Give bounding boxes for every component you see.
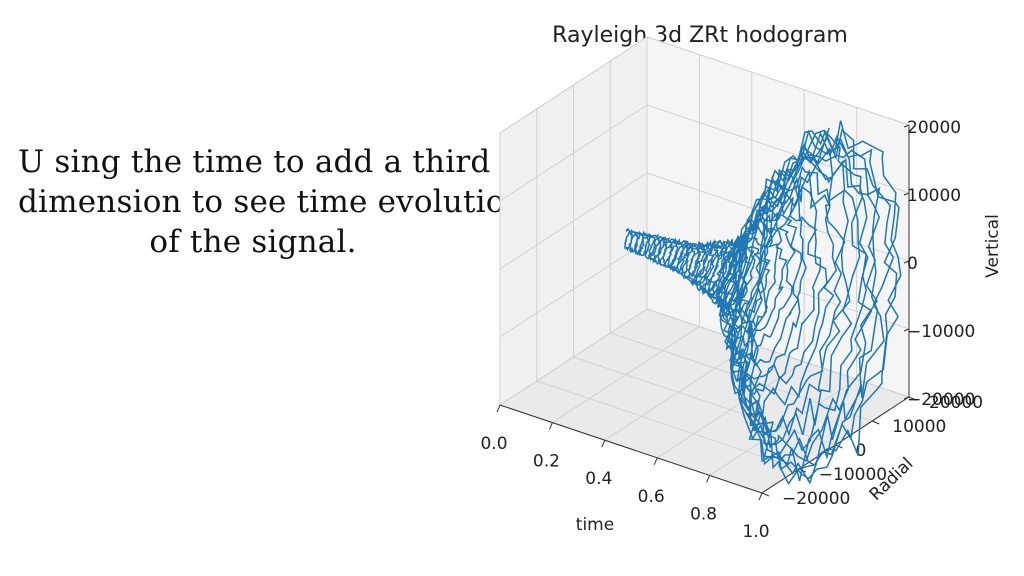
grid-line-z-back <box>646 308 910 398</box>
y-tick-label: −20000 <box>782 489 850 509</box>
grid-line-z-back <box>646 36 910 126</box>
x-tick-label: 0.8 <box>690 504 717 524</box>
y-tick-mark <box>872 420 880 425</box>
grid-line-z-back <box>646 104 910 194</box>
x-tick-mark <box>601 440 606 448</box>
x-tick-mark <box>758 492 763 501</box>
z-tick-mark <box>903 396 910 400</box>
z-tick-mark <box>903 328 910 332</box>
x-tick-mark <box>706 475 711 483</box>
y-tick-mark <box>761 492 770 497</box>
grid-lines <box>499 36 910 494</box>
z-tick-label: 0 <box>907 254 918 274</box>
y-tick-label: 20000 <box>929 393 983 413</box>
z-tick-mark <box>903 124 910 128</box>
z-tick-label: 20000 <box>907 118 961 138</box>
x-tick-label: 0.0 <box>480 434 507 454</box>
grid-line-z-left <box>499 36 648 134</box>
grid-line-y-floor <box>610 332 873 422</box>
x-axis-spine <box>499 404 763 494</box>
x-tick-label: 0.4 <box>585 469 612 489</box>
x-tick-mark <box>653 457 658 465</box>
grid-line-y-floor <box>536 380 799 470</box>
axis-ticks: 0.0 0.2 0.4 0.6 0.8 1.0 −20000 −10000 0 10000 2000… <box>480 118 983 542</box>
x-tick-label: 0.6 <box>638 487 665 507</box>
x-tick-mark <box>496 404 501 413</box>
x-tick-label: 1.0 <box>742 522 769 542</box>
caption-line-3: of the signal. <box>149 224 357 260</box>
z-tick-mark <box>903 192 910 196</box>
grid-line-z-left <box>499 104 648 202</box>
x-tick-label: 0.2 <box>533 452 560 472</box>
y-tick-label: 10000 <box>892 417 946 437</box>
z-tick-mark <box>903 260 910 264</box>
y-tick-label: −10000 <box>819 465 887 485</box>
chart-title: Rayleigh 3d ZRt hodogram <box>552 23 848 48</box>
z-axis-label: Vertical <box>983 214 1003 278</box>
y-tick-label: 0 <box>856 441 867 461</box>
hodogram-trace <box>623 120 902 486</box>
grid-line-z-left <box>499 308 648 406</box>
x-tick-mark <box>548 422 553 430</box>
grid-line-y-floor <box>573 356 836 446</box>
caption-text: U sing the time to add a third dimension… <box>18 142 525 262</box>
z-tick-label: −20000 <box>907 390 975 410</box>
grid-line-z-left <box>499 240 648 338</box>
z-tick-label: 10000 <box>907 186 961 206</box>
grid-line-z-back <box>646 240 910 330</box>
z-tick-label: −10000 <box>907 322 975 342</box>
caption-line-1: U sing the time to add a third <box>18 144 491 180</box>
y-tick-mark <box>908 396 917 401</box>
grid-line-z-left <box>499 172 648 270</box>
x-axis-label: time <box>576 515 614 535</box>
caption-line-2: dimension to see time evolution <box>18 184 525 220</box>
